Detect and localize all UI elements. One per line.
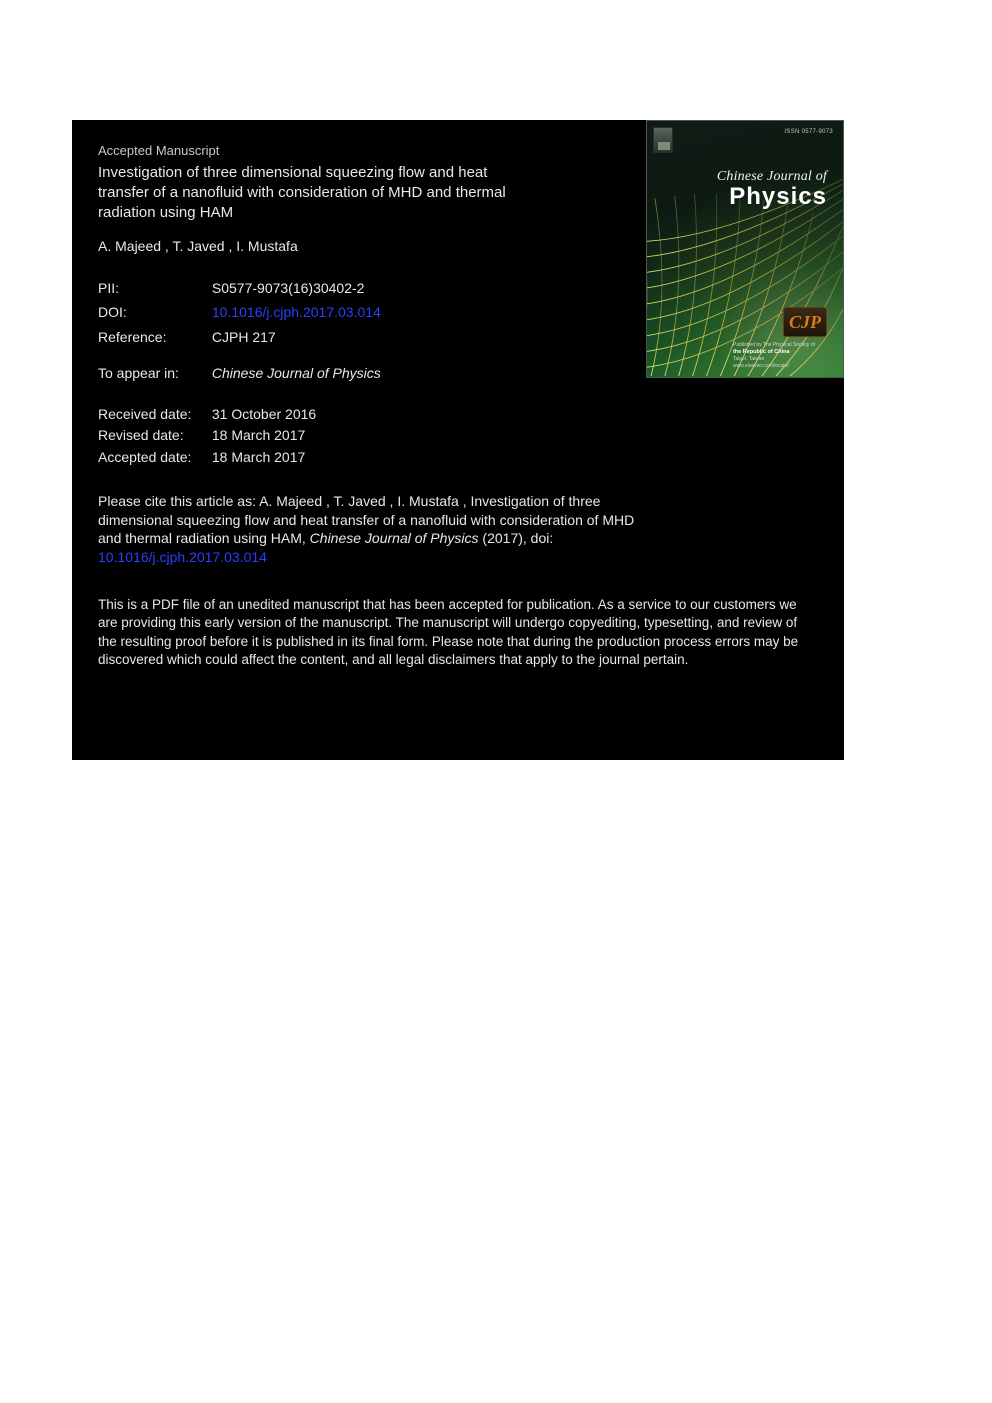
accepted-row: Accepted date: 18 March 2017 [98,448,638,466]
revised-label: Revised date: [98,426,208,444]
publisher-info: Published by The Physical Society of the… [733,342,829,369]
doi-link[interactable]: 10.1016/j.cjph.2017.03.014 [212,304,381,320]
dates-block: Received date: 31 October 2016 Revised d… [98,405,638,466]
journal-cover: ISSN 0577-9073 Chinese Journal of Physic… [646,120,844,378]
cite-doi-link[interactable]: 10.1016/j.cjph.2017.03.014 [98,549,267,565]
pii-row: PII: S0577-9073(16)30402-2 [98,279,638,297]
cite-journal: Chinese Journal of Physics [310,530,479,546]
cite-suffix: (2017), doi: [479,530,554,546]
received-value: 31 October 2016 [212,406,316,422]
disclaimer-text: This is a PDF file of an unedited manusc… [98,596,818,669]
revised-value: 18 March 2017 [212,427,305,443]
accepted-label: Accepted Manuscript [98,142,638,159]
doi-row: DOI: 10.1016/j.cjph.2017.03.014 [98,303,638,321]
appear-row: To appear in: Chinese Journal of Physics [98,364,638,382]
pub-line: www.elsevier.com/locate/ [733,363,829,370]
issn-label: ISSN 0577-9073 [784,129,833,135]
pub-line: the Republic of China [733,349,790,355]
elsevier-logo-tab [653,127,673,153]
received-label: Received date: [98,405,208,423]
reference-row: Reference: CJPH 217 [98,328,638,346]
journal-title-line2: Physics [717,183,827,211]
appear-label: To appear in: [98,364,208,382]
accepted-date-label: Accepted date: [98,448,208,466]
doi-label: DOI: [98,303,208,321]
manuscript-panel: ISSN 0577-9073 Chinese Journal of Physic… [72,120,844,760]
pii-value: S0577-9073(16)30402-2 [212,280,365,296]
pii-label: PII: [98,279,208,297]
article-title: Investigation of three dimensional squee… [98,163,638,222]
manuscript-metadata: Accepted Manuscript Investigation of thr… [98,142,638,669]
received-row: Received date: 31 October 2016 [98,405,638,423]
reference-value: CJPH 217 [212,329,276,345]
journal-title-block: Chinese Journal of Physics [717,169,827,211]
accepted-date-value: 18 March 2017 [212,449,305,465]
citation-block: Please cite this article as: A. Majeed ,… [98,492,638,566]
journal-badge-text: CJP [789,312,821,333]
reference-label: Reference: [98,328,208,346]
revised-row: Revised date: 18 March 2017 [98,426,638,444]
article-authors: A. Majeed , T. Javed , I. Mustafa [98,237,638,255]
appear-value: Chinese Journal of Physics [212,365,381,381]
journal-badge: CJP [783,307,827,337]
